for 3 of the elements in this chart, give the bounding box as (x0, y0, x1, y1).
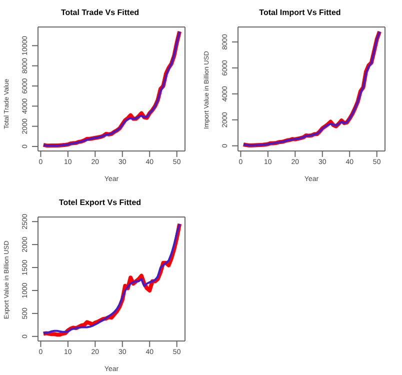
chart-title: Total Trade Vs Fitted (60, 8, 140, 19)
chart-title: Total Import Vs Fitted (258, 8, 342, 19)
chart-title: Totel Export Vs Fitted (58, 198, 142, 209)
